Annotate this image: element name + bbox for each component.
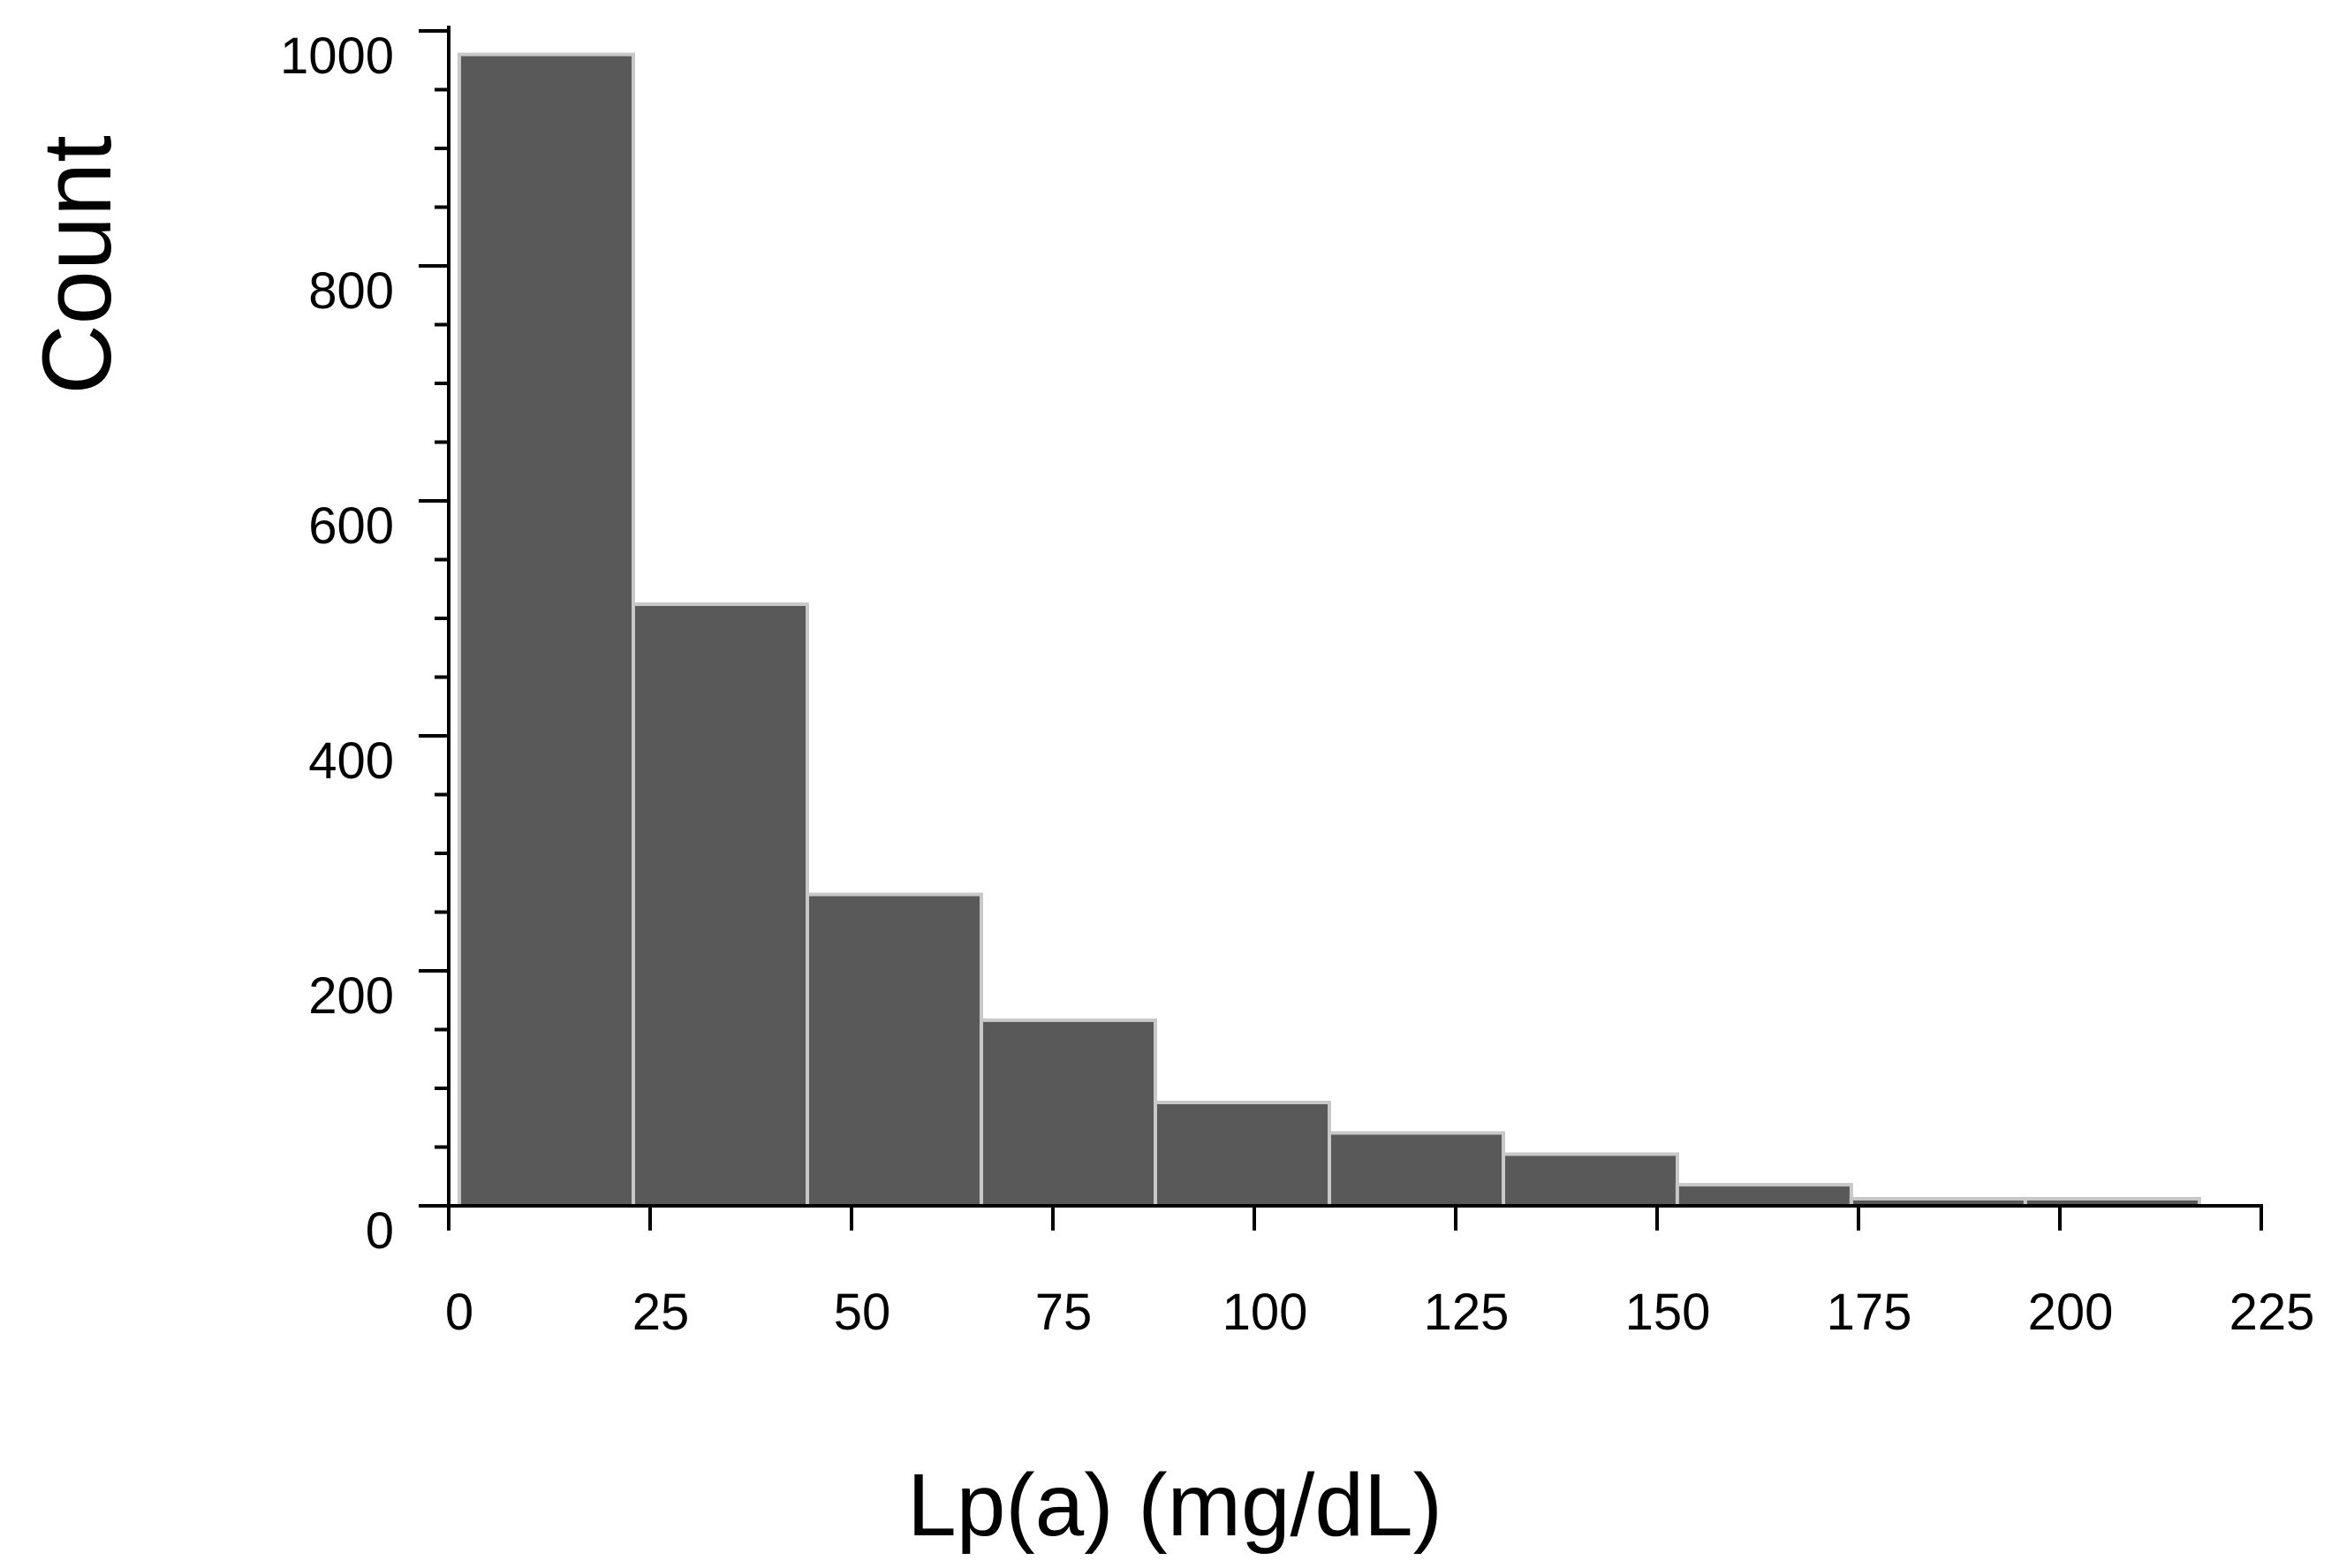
y-tick-label-400: 400 xyxy=(308,732,394,790)
bar-0-21.6 xyxy=(458,52,635,1208)
y-tick-label-200: 200 xyxy=(308,967,394,1025)
x-tick-label-50: 50 xyxy=(834,1284,891,1341)
x-tick-label-100: 100 xyxy=(1222,1284,1308,1341)
x-tick-label-75: 75 xyxy=(1035,1284,1093,1341)
labels-layer: 0 200 400 600 800 1000 0 25 50 75 100 125 150 175 200 2… xyxy=(280,27,2314,1341)
x-tick-label-175: 175 xyxy=(1827,1284,1912,1341)
y-tick-label-600: 600 xyxy=(308,497,394,555)
bar-129.6-151.2 xyxy=(1502,1152,1679,1208)
x-tick-label-200: 200 xyxy=(2028,1284,2114,1341)
x-tick-label-0: 0 xyxy=(445,1284,473,1341)
bars-layer xyxy=(458,52,2201,1208)
bar-86.4-108 xyxy=(1154,1101,1331,1208)
x-tick-label-25: 25 xyxy=(632,1284,690,1341)
bar-64.8-86.4 xyxy=(980,1018,1157,1208)
x-axis-title: Lp(a) (mg/dL) xyxy=(907,1456,1442,1555)
y-tick-label-1000: 1000 xyxy=(280,27,394,85)
y-axis-title: Count xyxy=(23,135,132,395)
x-tick-label-125: 125 xyxy=(1424,1284,1510,1341)
x-tick-label-225: 225 xyxy=(2229,1284,2315,1341)
bar-108-129.6 xyxy=(1328,1131,1505,1208)
bar-43.2-64.8 xyxy=(806,892,983,1208)
bar-151.2-172.8 xyxy=(1675,1183,1853,1208)
ticks-layer xyxy=(419,29,2263,1231)
y-tick-label-800: 800 xyxy=(308,262,394,320)
bar-21.6-43.2 xyxy=(632,602,809,1208)
x-tick-label-150: 150 xyxy=(1625,1284,1711,1341)
y-tick-label-0: 0 xyxy=(366,1202,394,1260)
